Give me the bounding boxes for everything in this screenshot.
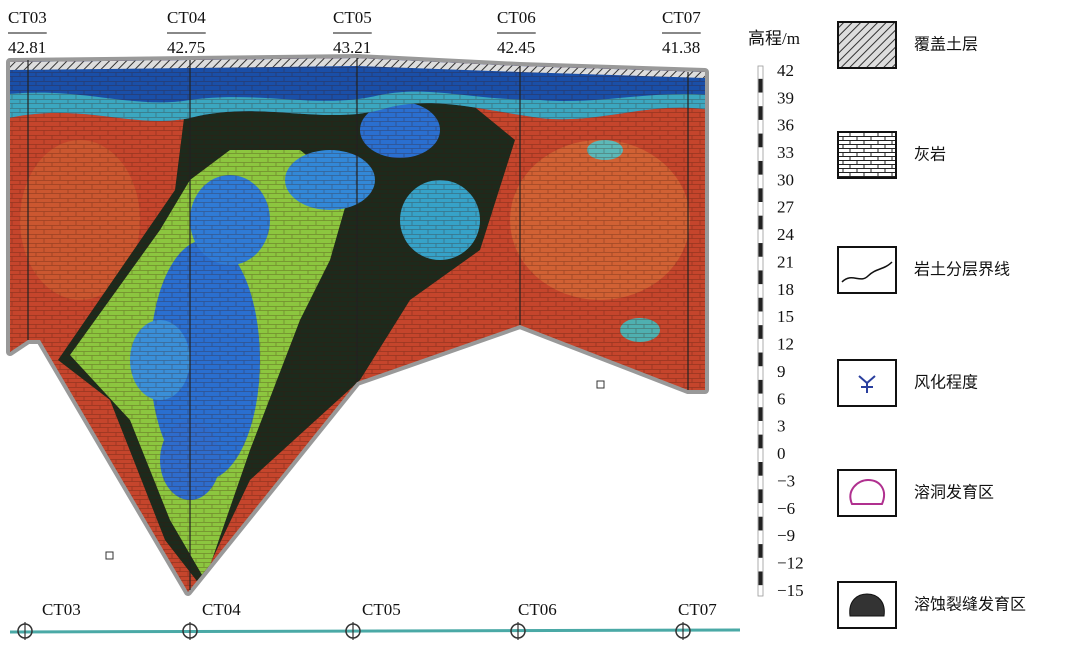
borehole-name: CT06 xyxy=(497,8,536,27)
scale-segment xyxy=(759,270,763,284)
plan-label: CT04 xyxy=(202,600,241,619)
scale-segment xyxy=(759,106,763,120)
scale-segment xyxy=(759,462,763,476)
diagram: CT03 42.81 CT04 42.75 CT05 43.21 CT06 42.45 CT07… xyxy=(0,0,1071,646)
legend-label: 灰岩 xyxy=(914,145,946,164)
scale-segment xyxy=(759,435,763,449)
scale-tick-label: 0 xyxy=(777,444,786,463)
scale-bar xyxy=(758,66,763,596)
borehole-name: CT04 xyxy=(167,8,206,27)
plan-label: CT03 xyxy=(42,600,81,619)
borehole-elevation: 41.38 xyxy=(662,38,700,57)
scale-title: 高程/m xyxy=(748,29,800,48)
scale-segment xyxy=(759,188,763,202)
borehole-elevation: 43.21 xyxy=(333,38,371,57)
plan-line xyxy=(10,630,740,632)
scale-tick-label: −6 xyxy=(777,499,795,518)
scale-tick-label: −15 xyxy=(777,581,804,600)
scale-tick-label: 36 xyxy=(777,116,794,135)
scale-tick-label: 15 xyxy=(777,307,794,326)
borehole-name: CT07 xyxy=(662,8,701,27)
scale-segment xyxy=(759,489,763,503)
scale-tick-label: 18 xyxy=(777,280,794,299)
scale-segment xyxy=(759,161,763,175)
borehole-elevation: 42.75 xyxy=(167,38,205,57)
plan-labels: CT03 CT04 CT05 CT06 CT07 xyxy=(18,600,717,640)
scale-tick-label: 30 xyxy=(777,170,794,189)
scale-tick-label: −9 xyxy=(777,526,795,545)
marker xyxy=(597,381,604,388)
scale-tick-label: 3 xyxy=(777,417,786,436)
borehole-elevation: 42.81 xyxy=(8,38,46,57)
legend-symbols xyxy=(838,22,896,628)
scale-segment xyxy=(759,134,763,148)
scale-tick-label: 42 xyxy=(777,61,794,80)
scale-segment xyxy=(759,353,763,367)
plan-label: CT07 xyxy=(678,600,717,619)
borehole-labels: CT03 42.81 CT04 42.75 CT05 43.21 CT06 42.45 CT07… xyxy=(8,8,701,57)
cross-section xyxy=(0,55,710,595)
scale-tick-label: 39 xyxy=(777,88,794,107)
scale-tick-label: 6 xyxy=(777,389,786,408)
scale-tick-label: 33 xyxy=(777,143,794,162)
scale-segment xyxy=(759,517,763,531)
plan-label: CT06 xyxy=(518,600,557,619)
scale-tick-label: 21 xyxy=(777,252,794,271)
legend-label: 覆盖土层 xyxy=(914,35,978,54)
scale-segment xyxy=(759,571,763,585)
scale-tick-label: 12 xyxy=(777,335,794,354)
scale-segment xyxy=(759,79,763,93)
legend-label: 溶洞发育区 xyxy=(914,483,994,502)
scale-tick-label: 9 xyxy=(777,362,786,381)
scale-segment xyxy=(759,298,763,312)
scale-segment xyxy=(759,243,763,257)
scale-tick-label: 27 xyxy=(777,198,795,217)
scale-tick-label: −3 xyxy=(777,471,795,490)
scale-tick-label: 24 xyxy=(777,225,795,244)
plan-label: CT05 xyxy=(362,600,401,619)
legend-label: 岩土分层界线 xyxy=(914,260,1010,279)
scale-tick-label: −12 xyxy=(777,554,804,573)
scale-segment xyxy=(759,380,763,394)
scale-segment xyxy=(759,544,763,558)
legend-label: 风化程度 xyxy=(914,373,978,392)
legend-label: 溶蚀裂缝发育区 xyxy=(914,595,1026,614)
borehole-name: CT05 xyxy=(333,8,372,27)
scale-segment xyxy=(759,216,763,230)
scale-segment xyxy=(759,407,763,421)
scale-segment xyxy=(759,325,763,339)
borehole-elevation: 42.45 xyxy=(497,38,535,57)
borehole-name: CT03 xyxy=(8,8,47,27)
marker xyxy=(106,552,113,559)
